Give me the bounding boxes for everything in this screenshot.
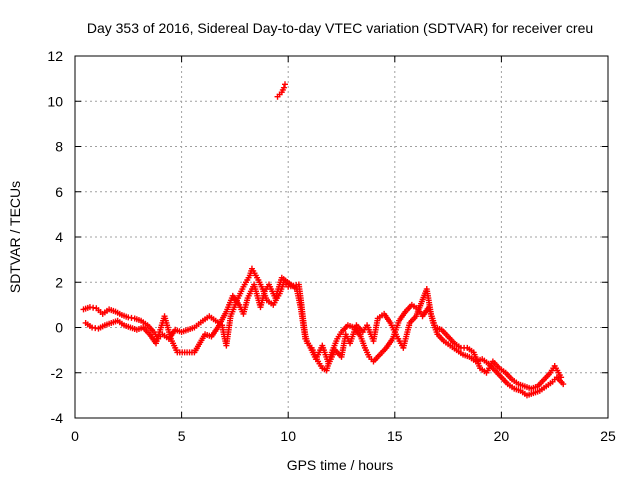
y-tick-label: 4 bbox=[55, 229, 63, 245]
chart-title: Day 353 of 2016, Sidereal Day-to-day VTE… bbox=[87, 20, 593, 36]
x-tick-label: 25 bbox=[600, 428, 616, 444]
x-tick-labels: 0 5 10 15 20 25 bbox=[71, 428, 616, 444]
x-axis-label: GPS time / hours bbox=[287, 457, 394, 473]
grid-lines bbox=[75, 56, 608, 418]
x-tick-label: 15 bbox=[387, 428, 403, 444]
y-tick-label: 0 bbox=[55, 320, 63, 336]
y-tick-label: 10 bbox=[47, 93, 63, 109]
y-tick-label: 6 bbox=[55, 184, 63, 200]
data-point bbox=[280, 84, 287, 91]
y-tick-label: 2 bbox=[55, 274, 63, 290]
x-tick-label: 5 bbox=[178, 428, 186, 444]
data-point bbox=[282, 81, 289, 88]
data-points bbox=[80, 81, 567, 399]
data-point bbox=[558, 374, 565, 381]
y-tick-label: -4 bbox=[51, 410, 64, 426]
data-point bbox=[560, 381, 567, 388]
y-tick-label: 12 bbox=[47, 48, 63, 64]
x-tick-label: 0 bbox=[71, 428, 79, 444]
tick-marks bbox=[74, 55, 609, 419]
y-axis-label: SDTVAR / TECUs bbox=[7, 181, 23, 293]
x-tick-label: 10 bbox=[280, 428, 296, 444]
y-tick-labels: -4 -2 0 2 4 6 8 10 12 bbox=[47, 48, 63, 426]
x-tick-label: 20 bbox=[494, 428, 510, 444]
y-tick-label: -2 bbox=[51, 365, 64, 381]
y-tick-label: 8 bbox=[55, 139, 63, 155]
